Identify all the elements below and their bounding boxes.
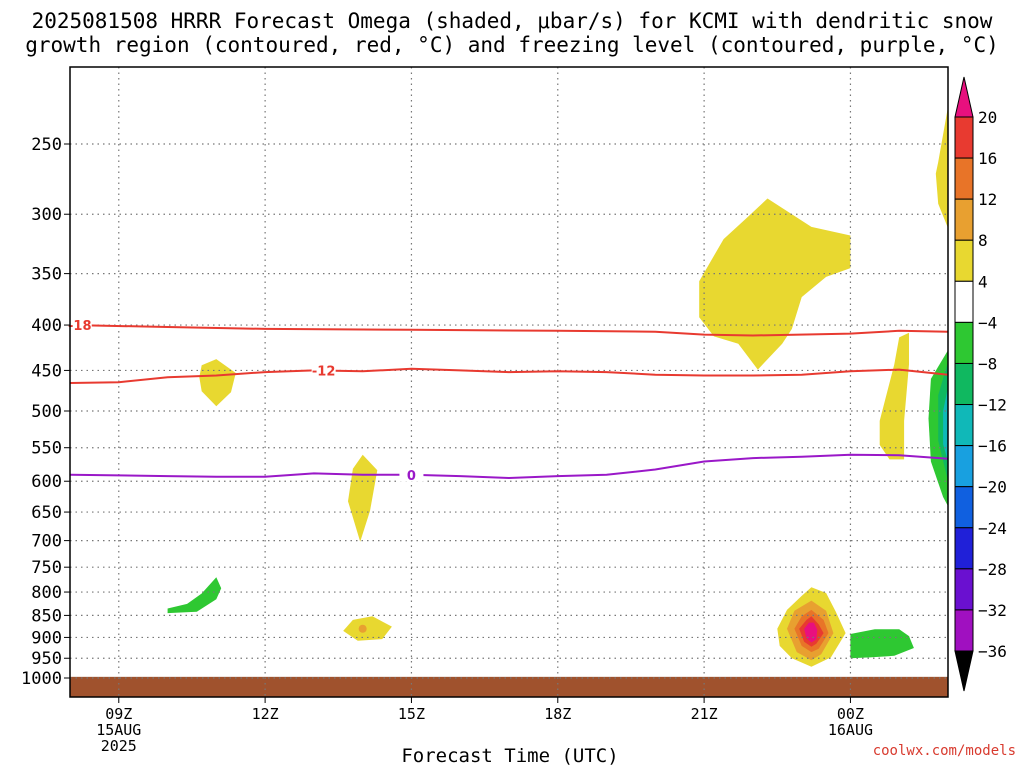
colorbar-swatch-2 <box>954 198 974 241</box>
colorbar-label-1: 16 <box>978 149 997 168</box>
x-tick-label-12Z: 12Z <box>252 705 279 723</box>
colorbar-label-13: −36 <box>978 642 1007 661</box>
colorbar-label-6: −8 <box>978 354 997 373</box>
colorbar-label-12: −32 <box>978 601 1007 620</box>
y-tick-label-300: 300 <box>31 205 62 225</box>
y-tick-label-550: 550 <box>31 439 62 459</box>
source-credit[interactable]: coolwx.com/models <box>872 743 1016 759</box>
colorbar-swatch-4 <box>954 280 974 323</box>
y-tick-label-650: 650 <box>31 503 62 523</box>
colorbar-swatch-7 <box>954 404 974 447</box>
omega-region-5 <box>935 106 948 229</box>
contour-0 <box>69 324 949 337</box>
x-tick-sublabel-00Z-0: 16AUG <box>828 721 873 739</box>
x-tick-label-18Z: 18Z <box>544 705 571 723</box>
x-tick-label-21Z: 21Z <box>691 705 718 723</box>
y-tick-label-700: 700 <box>31 532 62 552</box>
omega-region-3 <box>699 198 851 370</box>
y-tick-label-800: 800 <box>31 583 62 603</box>
contour-label-0: -18 <box>68 319 92 334</box>
colorbar-swatch-10 <box>954 527 974 570</box>
contour-label-1: -12 <box>312 365 336 380</box>
colorbar-swatch-5 <box>954 321 974 364</box>
contour-label-bg-1 <box>311 363 336 378</box>
colorbar-label-7: −12 <box>978 396 1007 415</box>
colorbar-swatch-9 <box>954 486 974 529</box>
colorbar-label-8: −16 <box>978 437 1007 456</box>
colorbar-swatch-0 <box>954 116 974 159</box>
omega-region-2 <box>343 616 392 641</box>
chart-title-line-1: 2025081508 HRRR Forecast Omega (shaded, … <box>31 9 993 33</box>
contour-label-bg-2 <box>399 467 424 482</box>
x-tick-label-15Z: 15Z <box>398 705 425 723</box>
colorbar-label-3: 8 <box>978 231 988 250</box>
plot-frame <box>69 66 949 698</box>
y-tick-label-1000: 1000 <box>21 669 62 689</box>
x-tick-label-00Z: 00Z <box>837 705 864 723</box>
y-tick-label-450: 450 <box>31 361 62 381</box>
colorbar-swatch-1 <box>954 157 974 200</box>
colorbar-swatch-12 <box>954 609 974 652</box>
colorbar-swatch-3 <box>954 239 974 282</box>
colorbar-label-2: 12 <box>978 190 997 209</box>
contour-label-2: 0 <box>407 469 416 484</box>
x-tick-sublabel-09Z-1: 2025 <box>101 737 137 755</box>
contour-1 <box>69 367 949 384</box>
contour-2 <box>69 453 949 480</box>
x-axis-label: Forecast Time (UTC) <box>401 745 619 767</box>
colorbar-label-4: 4 <box>978 272 988 291</box>
ground-fill <box>70 676 948 697</box>
y-tick-label-400: 400 <box>31 316 62 336</box>
y-tick-label-900: 900 <box>31 628 62 648</box>
omega-region-10 <box>943 387 948 462</box>
colorbar-label-0: 20 <box>978 108 997 127</box>
x-tick-sublabel-09Z-0: 15AUG <box>96 721 141 739</box>
colorbar-label-11: −28 <box>978 560 1007 579</box>
chart-title-line-2: growth region (contoured, red, °C) and f… <box>25 33 999 57</box>
colorbar-bottom-triangle <box>954 650 974 692</box>
y-tick-label-500: 500 <box>31 402 62 422</box>
omega-region-16 <box>358 624 367 633</box>
omega-region-0 <box>199 359 236 407</box>
omega-region-1 <box>348 454 378 542</box>
y-tick-label-600: 600 <box>31 472 62 492</box>
x-tick-label-09Z: 09Z <box>105 705 132 723</box>
colorbar-top-triangle <box>954 76 974 118</box>
colorbar-label-5: −4 <box>978 313 997 332</box>
colorbar-swatch-8 <box>954 445 974 488</box>
omega-region-6 <box>167 577 222 614</box>
colorbar-label-10: −24 <box>978 519 1007 538</box>
y-tick-label-250: 250 <box>31 135 62 155</box>
y-tick-label-750: 750 <box>31 558 62 578</box>
colorbar-swatch-11 <box>954 568 974 611</box>
omega-region-7 <box>850 629 914 659</box>
y-tick-label-350: 350 <box>31 265 62 285</box>
y-tick-label-950: 950 <box>31 649 62 669</box>
omega-region-4 <box>879 332 909 460</box>
y-tick-label-850: 850 <box>31 606 62 626</box>
colorbar-label-9: −20 <box>978 478 1007 497</box>
colorbar-swatch-6 <box>954 362 974 406</box>
contour-label-bg-0 <box>67 318 92 333</box>
